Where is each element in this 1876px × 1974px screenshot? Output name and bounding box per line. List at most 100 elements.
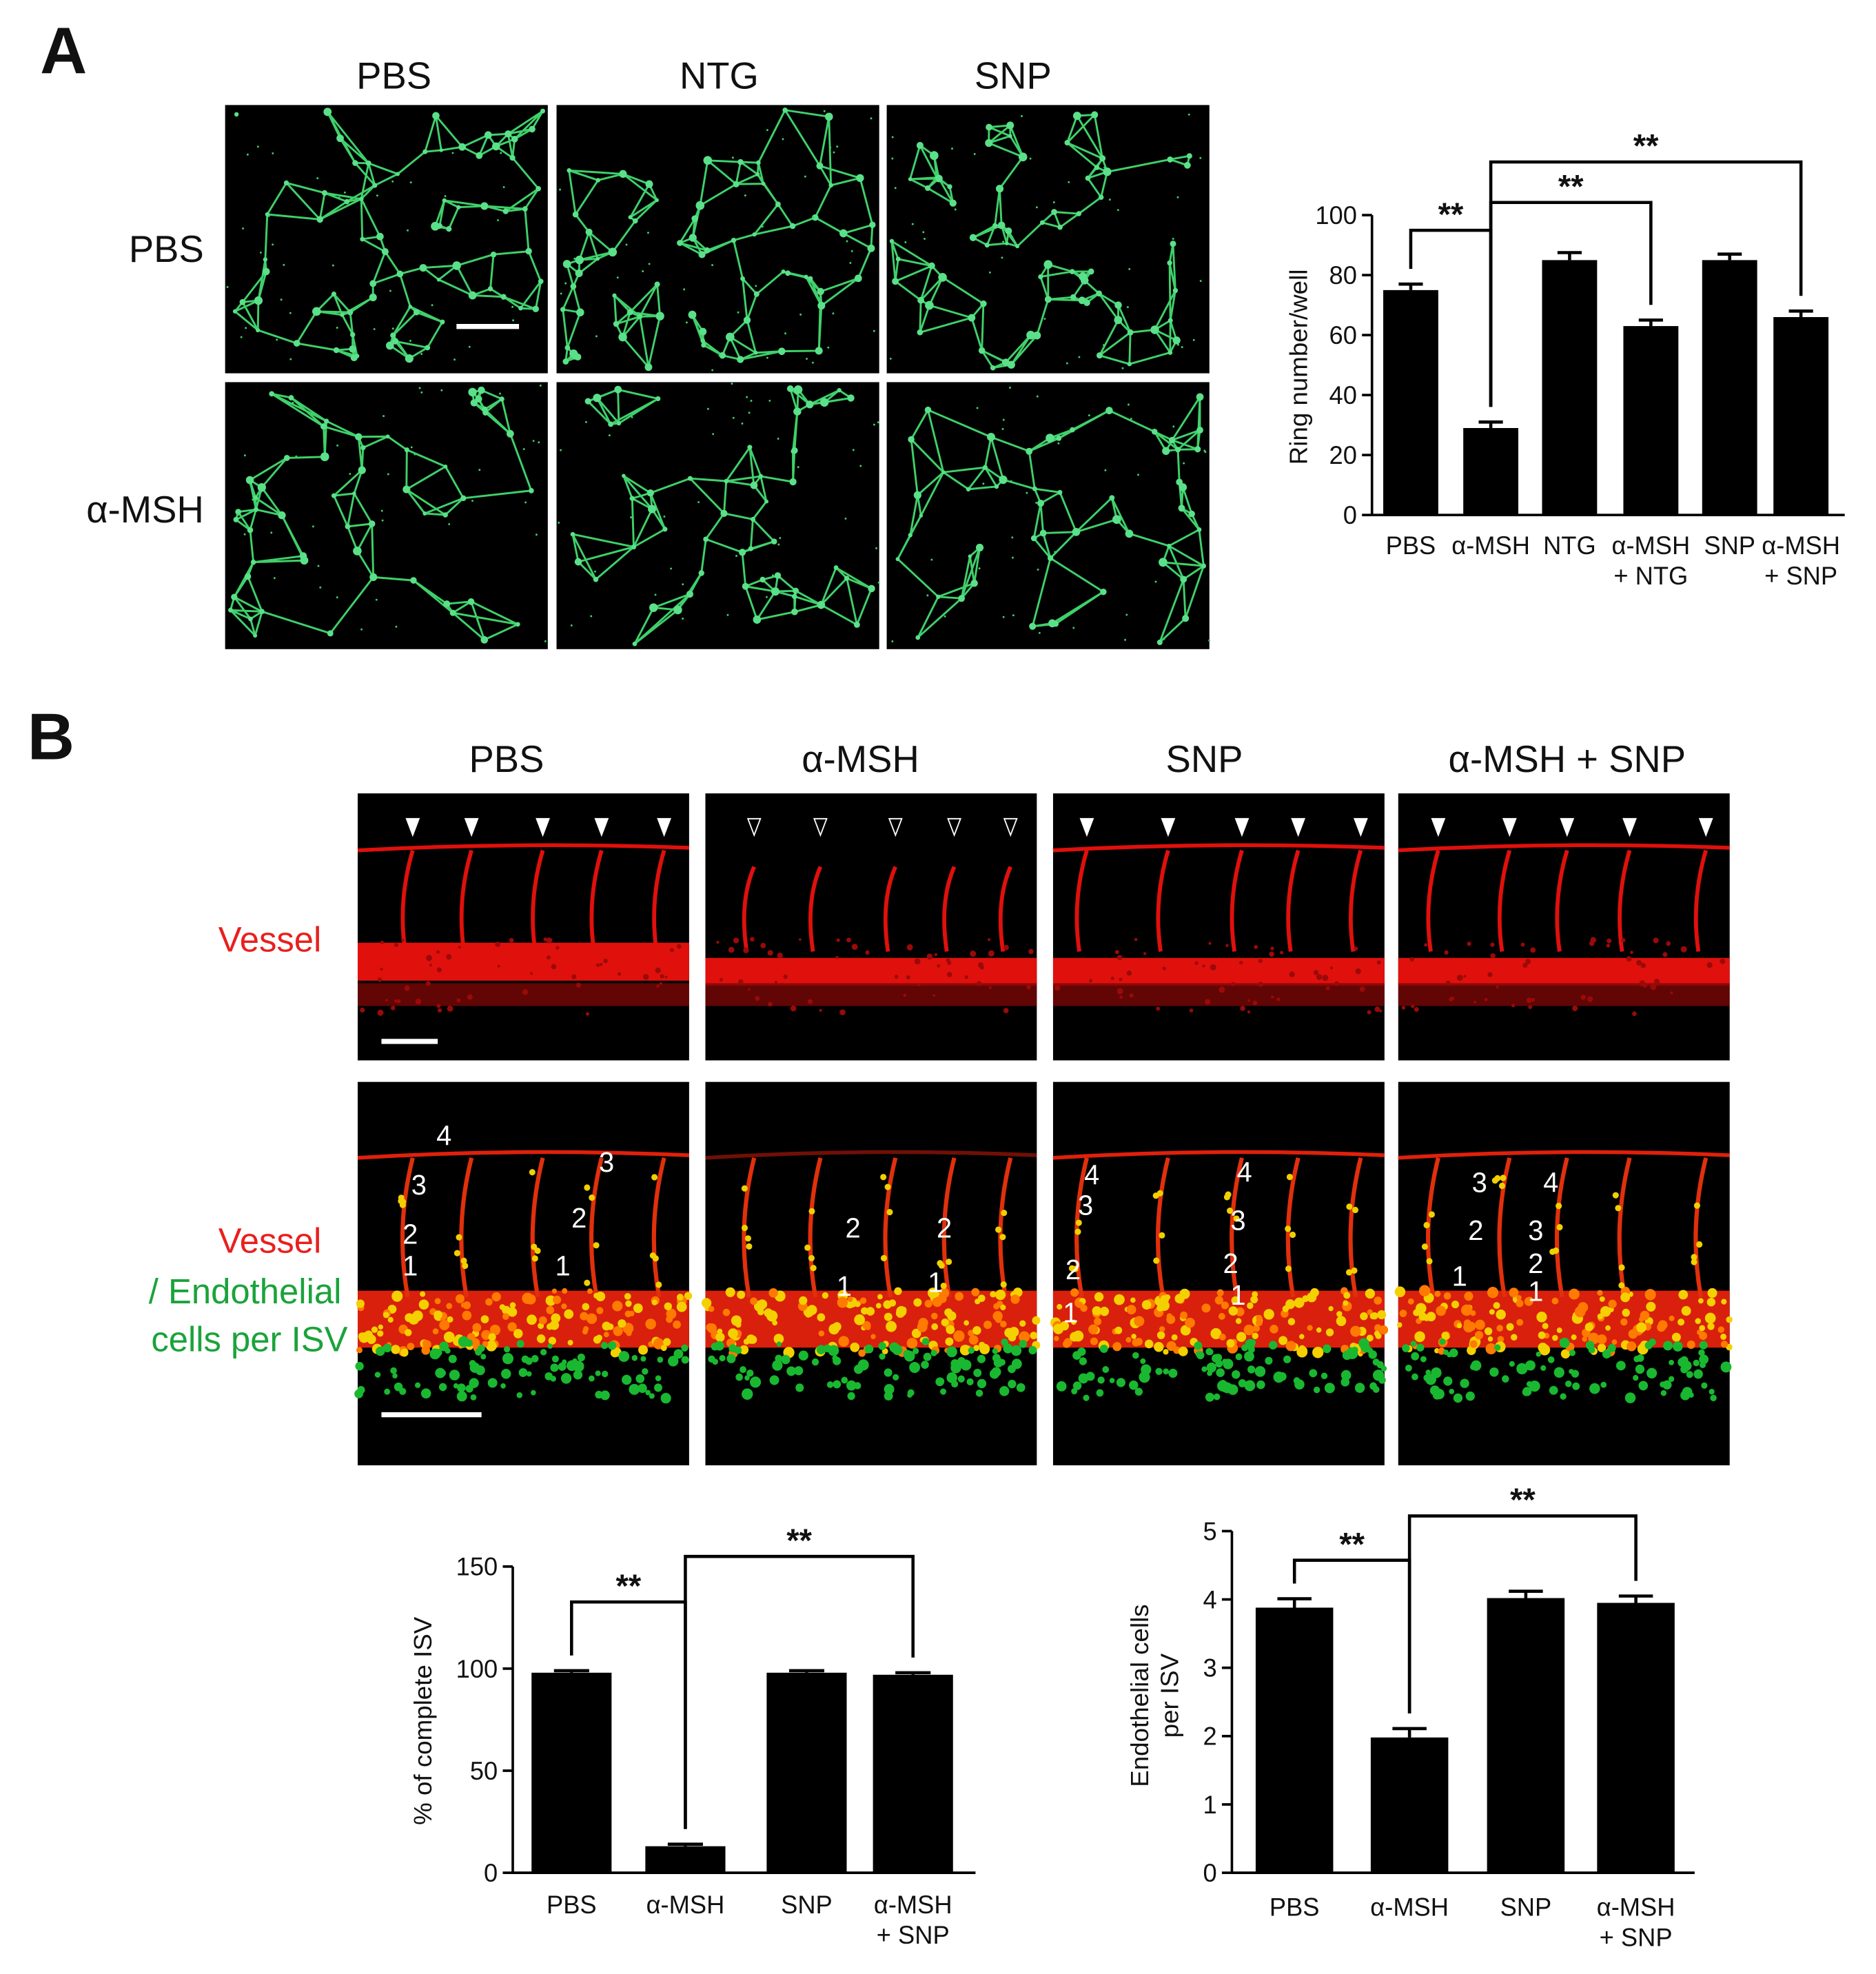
nucleus (1372, 1386, 1380, 1393)
cell-cluster (396, 270, 404, 278)
cell-cluster (764, 499, 769, 504)
speck (1219, 986, 1225, 993)
speck (272, 243, 274, 246)
bar (1487, 1598, 1565, 1873)
nucleus (1553, 1367, 1564, 1378)
panel-label: B (28, 700, 74, 774)
nucleus (422, 1339, 429, 1347)
speck (1572, 1005, 1578, 1012)
nucleus (706, 1323, 715, 1332)
nucleus (846, 1380, 857, 1391)
speck (409, 340, 411, 342)
speck (911, 223, 914, 225)
nucleus (1717, 1326, 1724, 1333)
speck (458, 946, 461, 949)
nucleus (968, 1347, 975, 1354)
nucleus (861, 1307, 868, 1315)
nucleus (1346, 1203, 1353, 1210)
isv (1156, 1157, 1170, 1298)
speck (685, 321, 688, 324)
nucleus (383, 1343, 392, 1353)
nucleus (633, 1303, 643, 1314)
cell-cluster (1056, 435, 1062, 441)
cell-cluster (889, 238, 895, 244)
y-tick-label: 3 (1203, 1654, 1216, 1682)
nucleus (635, 1374, 645, 1383)
cell-count-label: 4 (436, 1120, 451, 1151)
isv (1286, 849, 1301, 953)
cell-cluster (439, 148, 443, 152)
nucleus (399, 1201, 406, 1208)
speck (642, 973, 649, 980)
nucleus (564, 1309, 574, 1319)
cell-cluster (410, 577, 417, 584)
speck (410, 446, 413, 449)
cell-cluster (913, 491, 921, 500)
speck (1313, 970, 1319, 975)
y-tick-label: 0 (484, 1859, 498, 1887)
arrowhead (1161, 817, 1176, 837)
cell-count-label: 4 (1084, 1159, 1099, 1190)
nucleus (1180, 1325, 1191, 1336)
cell-cluster (737, 356, 744, 363)
nucleus (1372, 1359, 1380, 1366)
cell-cluster (452, 261, 461, 270)
nucleus (811, 1358, 819, 1366)
nucleus (642, 1367, 649, 1375)
cell-cluster (1172, 287, 1179, 294)
speck (783, 974, 788, 979)
nucleus (414, 1382, 421, 1388)
x-tick-label: α-MSH + SNP (1597, 1893, 1675, 1951)
nucleus (1540, 1365, 1547, 1371)
speck (272, 152, 274, 154)
cell-cluster (986, 123, 992, 131)
speck (1525, 959, 1531, 964)
x-tick-label: PBS (1386, 531, 1436, 560)
y-axis-label: Ring number/well (1285, 269, 1313, 465)
speck (1156, 1006, 1161, 1011)
speck (1330, 966, 1334, 970)
nucleus (1407, 1298, 1414, 1305)
speck (846, 240, 848, 243)
speck (497, 964, 500, 968)
nucleus (1307, 1292, 1317, 1303)
speck (1240, 1006, 1245, 1011)
nucleus (681, 1356, 689, 1364)
column-header: PBS (356, 54, 431, 96)
speck (894, 187, 897, 190)
nucleus (1646, 1301, 1656, 1312)
nucleus (638, 1345, 649, 1355)
speck (270, 531, 273, 534)
nucleus (412, 1310, 423, 1321)
nucleus (507, 1307, 518, 1317)
nucleus (940, 1282, 947, 1290)
cell-cluster (575, 255, 584, 265)
nucleus (651, 1299, 657, 1305)
nucleus (480, 1354, 487, 1360)
nucleus (526, 1371, 532, 1377)
nucleus (1010, 1294, 1020, 1304)
cell-cluster (793, 407, 802, 416)
nucleus (1464, 1292, 1474, 1301)
cell-count-label: 1 (555, 1250, 571, 1281)
speck (750, 400, 753, 402)
y-axis-label: % of complete ISV (409, 1616, 437, 1825)
nucleus (640, 1356, 646, 1362)
speck (1530, 947, 1536, 953)
arrowhead (405, 817, 420, 837)
speck (1511, 1004, 1516, 1008)
cell-cluster (269, 391, 275, 397)
cell-cluster (969, 234, 977, 241)
dorsal-vessel (357, 1150, 690, 1160)
speck (1072, 627, 1075, 629)
nucleus (561, 1303, 567, 1310)
nucleus (938, 1294, 947, 1303)
cell-cluster (929, 151, 939, 161)
y-tick-label: 60 (1329, 321, 1357, 349)
cell-cluster (593, 394, 602, 403)
cell-cluster (263, 257, 268, 262)
nucleus (832, 1355, 838, 1361)
y-tick-label: 80 (1329, 261, 1357, 289)
nucleus (1328, 1305, 1334, 1312)
cell-cluster (1032, 331, 1041, 340)
